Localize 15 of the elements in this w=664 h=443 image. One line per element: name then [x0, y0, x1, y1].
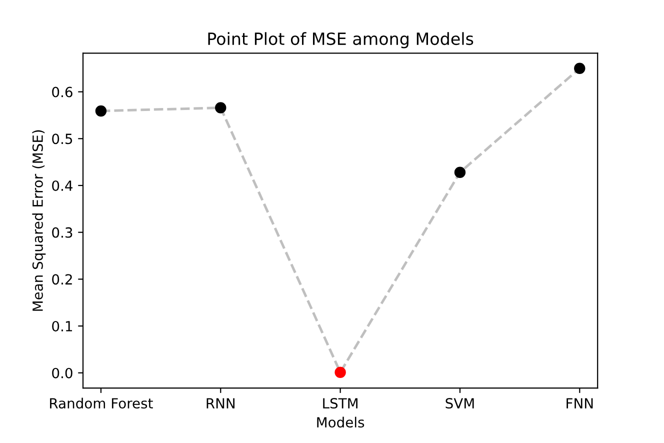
x-tick-label: LSTM — [323, 398, 358, 409]
x-axis-title: Models — [317, 416, 364, 428]
y-axis-title: Mean Squared Error (MSE) — [32, 130, 46, 311]
x-tick-label: Random Forest — [50, 398, 153, 409]
y-tick-label: 0.3 — [52, 227, 72, 238]
x-tick-label: SVM — [446, 398, 474, 409]
x-tick-label: FNN — [566, 398, 593, 408]
y-tick-label: 0.5 — [52, 134, 72, 144]
y-tick-label: 0.1 — [52, 320, 72, 332]
y-tick-label: 0.0 — [52, 368, 72, 378]
y-tick-label: 0.6 — [52, 86, 72, 98]
y-tick-label: 0.4 — [52, 180, 72, 191]
x-tick-label: RNN — [206, 398, 234, 408]
y-tick-label: 0.2 — [52, 274, 72, 285]
chart-title: Point Plot of MSE among Models — [208, 32, 474, 48]
